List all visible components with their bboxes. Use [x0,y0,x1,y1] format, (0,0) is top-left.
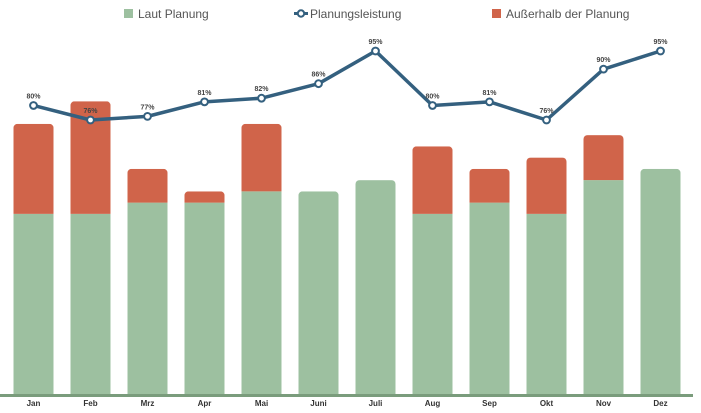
bar-ausserhalb-mai[interactable] [241,123,282,192]
bar-laut-planung-feb[interactable] [70,213,111,394]
x-tick-mai: Mai [255,399,268,408]
bar-group-dez[interactable] [640,168,681,394]
line-label-nov: 90% [596,57,611,64]
x-tick-apr: Apr [198,399,212,408]
line-point-juni[interactable] [314,79,323,89]
line-point-aug[interactable] [428,101,437,110]
line-label-juni: 86% [311,72,326,79]
x-tick-aug: Aug [425,399,441,408]
line-point-mrz[interactable] [143,111,152,121]
x-tick-nov: Nov [596,399,612,408]
bar-ausserhalb-apr[interactable] [184,191,225,203]
legend: Laut Planung Planungsleistung Außerhalb de… [124,7,629,21]
legend-swatch [492,9,501,18]
line-label-mrz: 77% [140,104,155,111]
x-tick-juni: Juni [310,399,326,408]
bar-laut-planung-dez[interactable] [640,168,681,394]
line-label-sep: 81% [482,90,497,97]
bar-group-apr[interactable] [184,191,225,394]
line-series: 80% 76% 77% 81% 82% 86% 95% 80% 81% 76% 90% 95% [26,39,668,125]
line-label-aug: 80% [425,93,440,100]
line-point-okt[interactable] [542,115,551,125]
bar-ausserhalb-jan[interactable] [13,123,54,214]
bar-group-feb[interactable] [70,101,111,394]
bar-ausserhalb-aug[interactable] [412,146,453,214]
legend-item-ausserhalb-der-planung[interactable]: Außerhalb der Planung [492,7,629,21]
line-label-mai: 82% [254,86,269,93]
line-label-feb: 76% [83,108,98,115]
line-point-sep[interactable] [485,97,494,107]
x-tick-juli: Juli [369,399,383,408]
x-tick-dez: Dez [653,399,667,408]
line-point-juli[interactable] [371,46,380,56]
line-point-mai[interactable] [257,93,266,103]
legend-marker [296,9,306,18]
line-point-feb[interactable] [86,115,95,125]
bar-laut-planung-okt[interactable] [526,213,567,394]
line-point-jan[interactable] [29,101,38,110]
legend-label: Laut Planung [138,7,209,21]
legend-label: Außerhalb der Planung [506,7,629,21]
bar-ausserhalb-okt[interactable] [526,157,567,214]
legend-item-planungsleistung[interactable]: Planungsleistung [294,7,401,21]
legend-item-laut-planung[interactable]: Laut Planung [124,7,209,21]
line-label-juli: 95% [368,39,383,46]
bar-group-sep[interactable] [469,168,510,394]
bar-group-juli[interactable] [355,180,396,394]
bar-group-jan[interactable] [13,123,54,394]
bar-laut-planung-apr[interactable] [184,202,225,394]
bar-ausserhalb-mrz[interactable] [127,168,168,203]
x-tick-okt: Okt [540,399,554,408]
bar-laut-planung-mai[interactable] [241,191,282,394]
bar-ausserhalb-nov[interactable] [583,135,624,181]
line-planungsleistung[interactable] [33,49,662,122]
bar-ausserhalb-sep[interactable] [469,168,510,203]
x-tick-jan: Jan [27,399,41,408]
x-tick-sep: Sep [482,399,497,408]
line-point-dez[interactable] [656,46,665,56]
line-point-apr[interactable] [200,97,209,107]
bar-group-mrz[interactable] [127,168,168,394]
bar-laut-planung-aug[interactable] [412,213,453,394]
bar-group-nov[interactable] [583,135,624,394]
bar-laut-planung-nov[interactable] [583,180,624,394]
line-label-okt: 76% [539,108,554,115]
bars [13,101,681,394]
bar-laut-planung-mrz[interactable] [127,202,168,394]
legend-swatch [124,9,133,18]
bar-laut-planung-juli[interactable] [355,180,396,394]
line-label-apr: 81% [197,90,212,97]
bar-laut-planung-juni[interactable] [298,191,339,394]
line-label-jan: 80% [26,93,41,100]
line-label-dez: 95% [653,39,668,46]
bar-group-aug[interactable] [412,146,453,394]
x-axis-ticks: Jan Feb Mrz Apr Mai Juni Juli Aug Sep Okt Nov Dez [27,399,668,408]
x-tick-mrz: Mrz [141,399,155,408]
line-point-nov[interactable] [599,64,608,74]
bar-laut-planung-jan[interactable] [13,213,54,394]
legend-label: Planungsleistung [310,7,401,21]
bar-group-okt[interactable] [526,157,567,394]
bar-laut-planung-sep[interactable] [469,202,510,394]
bar-group-juni[interactable] [298,191,339,394]
x-tick-feb: Feb [83,399,97,408]
bar-group-mai[interactable] [241,123,282,394]
